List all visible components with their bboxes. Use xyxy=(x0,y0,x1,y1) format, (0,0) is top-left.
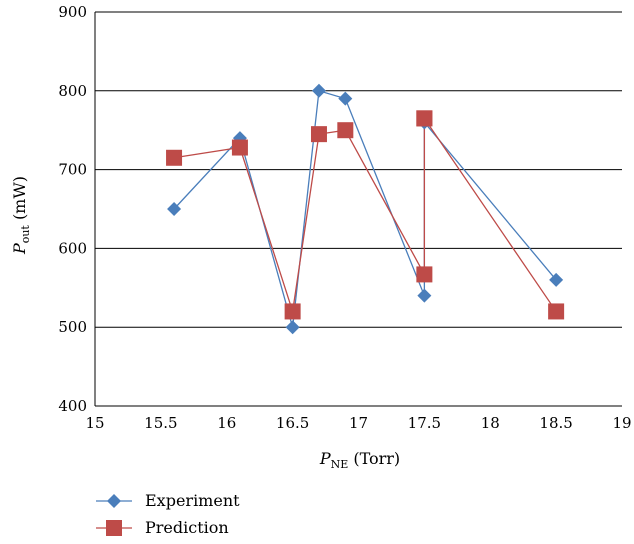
y-tick-label-1: 500 xyxy=(58,318,87,336)
y-tick-label-2: 600 xyxy=(58,239,87,257)
prediction-point-3 xyxy=(310,126,327,143)
y-tick-label-4: 800 xyxy=(58,82,87,100)
y-axis-title: Pout (mW) xyxy=(10,176,32,255)
x-tick-label-1: 15.5 xyxy=(144,414,177,432)
experiment-point-5 xyxy=(417,288,432,303)
prediction-point-0 xyxy=(166,149,183,166)
x-tick-label-0: 15 xyxy=(85,414,104,432)
series-lines xyxy=(173,89,557,328)
y-tick-label-3: 700 xyxy=(58,161,87,179)
legend-label-prediction: Prediction xyxy=(145,518,229,537)
experiment-point-3 xyxy=(311,83,326,98)
x-tick-label-6: 18 xyxy=(481,414,500,432)
legend: Experiment Prediction xyxy=(96,491,240,537)
experiment-point-4 xyxy=(338,91,353,106)
x-tick-label-4: 17 xyxy=(349,414,368,432)
x-tick-label-5: 17.5 xyxy=(408,414,441,432)
tick-labels: 400 500 600 700 800 900 15 15.5 16 16.5 17 17.5 18 18… xyxy=(58,3,631,432)
y-tick-label-5: 900 xyxy=(58,3,87,21)
x-tick-label-2: 16 xyxy=(217,414,236,432)
prediction-point-5 xyxy=(416,266,433,283)
prediction-point-8 xyxy=(548,303,565,320)
x-tick-label-7: 18.5 xyxy=(539,414,572,432)
experiment-point-0 xyxy=(167,202,182,216)
prediction-point-2 xyxy=(284,303,301,320)
y-tick-label-0: 400 xyxy=(58,397,87,415)
experiment-point-8 xyxy=(549,272,564,287)
prediction-point-4 xyxy=(337,122,354,139)
series-markers xyxy=(166,83,565,335)
grid-lines xyxy=(95,11,622,407)
legend-marker-experiment xyxy=(107,494,121,508)
prediction-point-7 xyxy=(416,110,433,127)
x-tick-label-3: 16.5 xyxy=(276,414,309,432)
prediction-point-1 xyxy=(231,139,248,156)
x-tick-label-8: 19 xyxy=(612,414,631,432)
legend-label-experiment: Experiment xyxy=(145,491,240,510)
series-line-experiment xyxy=(173,89,557,328)
x-axis-title: PNE (Torr) xyxy=(319,449,400,471)
series-line-prediction xyxy=(173,116,557,312)
legend-marker-prediction xyxy=(106,520,122,536)
experiment-point-2 xyxy=(285,320,300,335)
